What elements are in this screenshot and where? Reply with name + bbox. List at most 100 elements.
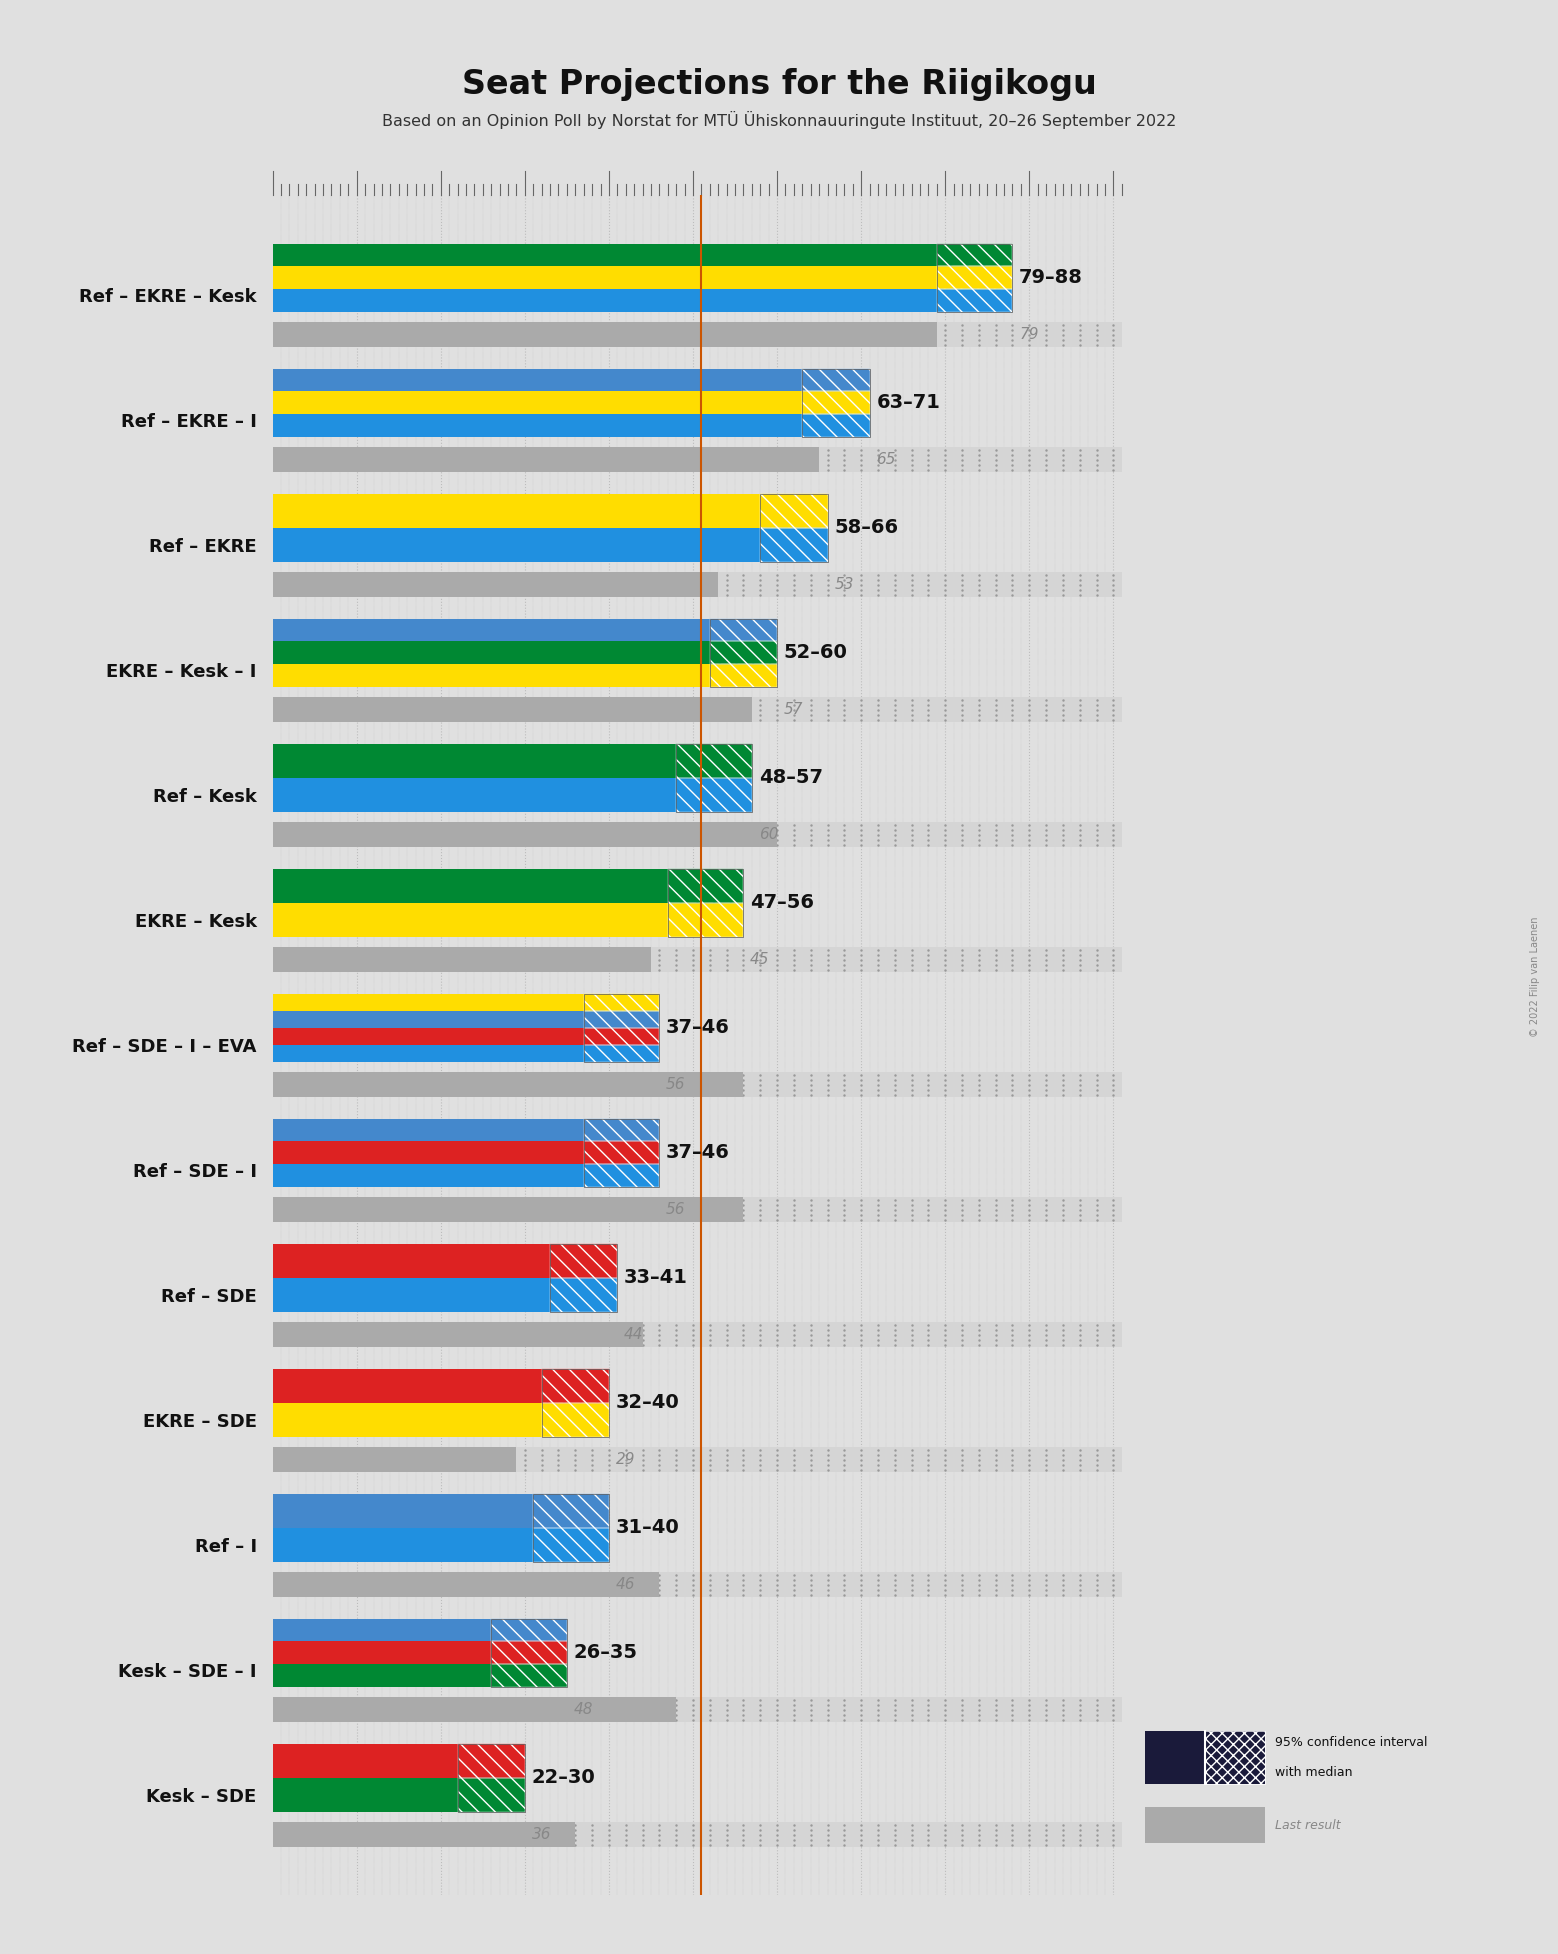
Bar <box>491 1665 567 1686</box>
Bar <box>458 1743 525 1811</box>
Bar <box>273 1243 550 1278</box>
Bar <box>936 289 1013 313</box>
Bar <box>760 494 827 528</box>
Text: 47–56: 47–56 <box>749 893 815 913</box>
Bar <box>273 1493 533 1528</box>
Text: 63–71: 63–71 <box>876 393 939 412</box>
Bar <box>936 266 1013 289</box>
Bar <box>542 1368 609 1403</box>
Bar <box>710 619 777 641</box>
Bar <box>491 1641 567 1665</box>
Bar <box>273 1198 743 1223</box>
Bar <box>802 414 869 438</box>
Bar <box>802 414 869 438</box>
Bar <box>676 778 753 813</box>
Bar <box>710 619 777 641</box>
Bar <box>533 1528 609 1563</box>
Bar <box>273 447 1122 473</box>
Bar <box>936 244 1013 266</box>
Bar <box>936 244 1013 266</box>
Bar <box>550 1243 617 1278</box>
Text: 57: 57 <box>784 701 804 717</box>
Text: 65: 65 <box>876 451 896 467</box>
Bar <box>584 1028 659 1045</box>
Bar <box>802 369 869 391</box>
Bar <box>491 1665 567 1686</box>
Bar <box>542 1368 609 1438</box>
Bar <box>273 322 1122 348</box>
Bar <box>584 1028 659 1045</box>
Bar <box>550 1243 617 1278</box>
Bar <box>550 1243 617 1313</box>
Bar <box>584 1118 659 1188</box>
Bar <box>273 369 802 391</box>
Bar <box>273 414 802 438</box>
Bar <box>676 778 753 813</box>
Bar <box>533 1493 609 1528</box>
Bar <box>584 1141 659 1165</box>
Bar <box>584 1141 659 1165</box>
Bar <box>458 1743 525 1778</box>
Bar <box>676 744 753 778</box>
Bar <box>273 289 936 313</box>
Bar <box>760 528 827 563</box>
Bar <box>273 528 760 563</box>
Text: 37–46: 37–46 <box>667 1018 731 1038</box>
Bar <box>668 903 743 938</box>
Text: 26–35: 26–35 <box>573 1643 637 1663</box>
Bar <box>533 1528 609 1563</box>
Text: 32–40: 32–40 <box>615 1393 679 1413</box>
Text: 45: 45 <box>749 952 770 967</box>
Bar <box>273 1198 1122 1223</box>
Bar <box>542 1403 609 1438</box>
Bar <box>668 868 743 938</box>
Text: 79: 79 <box>1019 326 1039 342</box>
Bar <box>760 528 827 563</box>
Bar <box>676 744 753 778</box>
Bar <box>760 494 827 563</box>
Bar <box>1145 1731 1265 1784</box>
Bar <box>273 1028 584 1045</box>
Bar <box>273 1618 491 1641</box>
Bar <box>273 778 676 813</box>
Bar <box>542 1368 609 1403</box>
Bar <box>668 868 743 903</box>
Bar <box>273 1448 516 1471</box>
Bar <box>584 1010 659 1028</box>
Bar <box>668 903 743 938</box>
Bar <box>273 948 1122 973</box>
Bar <box>273 698 753 723</box>
Bar <box>710 641 777 664</box>
Bar <box>936 266 1013 289</box>
Bar <box>584 1141 659 1165</box>
Text: Last result: Last result <box>1276 1819 1341 1831</box>
Bar <box>273 903 668 938</box>
Text: 46: 46 <box>615 1577 636 1593</box>
Bar <box>273 1323 1122 1346</box>
Bar <box>668 903 743 938</box>
Bar <box>273 391 802 414</box>
Bar <box>273 1573 659 1596</box>
Bar <box>458 1778 525 1811</box>
Bar <box>491 1641 567 1665</box>
Bar <box>584 993 659 1010</box>
Bar <box>1204 1731 1265 1784</box>
Bar <box>802 369 869 391</box>
Bar <box>584 1045 659 1063</box>
Bar <box>710 664 777 688</box>
Bar <box>802 391 869 414</box>
Bar <box>550 1278 617 1313</box>
Bar <box>550 1278 617 1313</box>
Bar <box>273 322 936 348</box>
Bar <box>273 1118 584 1141</box>
Bar <box>458 1743 525 1778</box>
Bar <box>273 1278 550 1313</box>
Bar <box>273 447 820 473</box>
Text: 22–30: 22–30 <box>531 1768 595 1788</box>
Text: 53: 53 <box>834 576 854 592</box>
Bar <box>710 664 777 688</box>
Bar <box>491 1618 567 1686</box>
Text: 44: 44 <box>625 1327 643 1342</box>
Bar <box>936 289 1013 313</box>
Bar <box>550 1243 617 1278</box>
